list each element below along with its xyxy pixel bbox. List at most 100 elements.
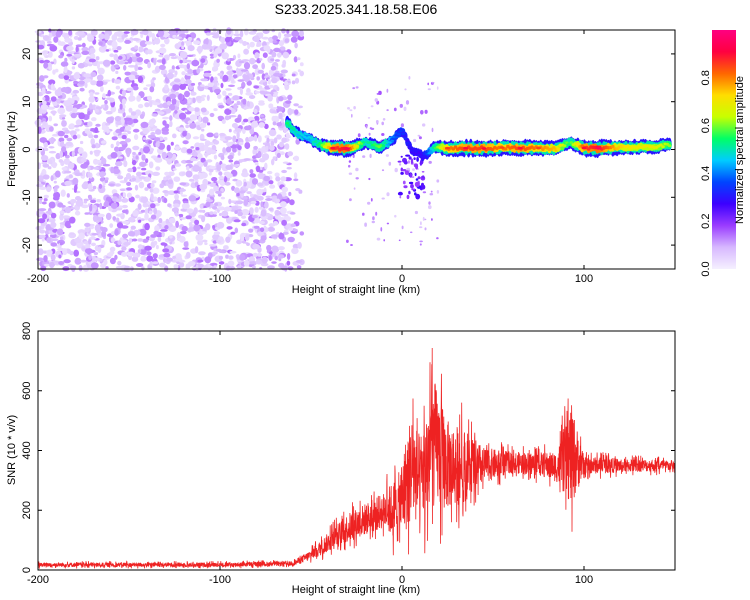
noise-cell [222,74,229,82]
noise-cell [81,151,88,159]
noise-cell [176,100,180,107]
noise-cell [63,75,70,81]
noise-cell [57,130,65,137]
noise-cell [273,72,281,77]
noise-cell [414,192,417,196]
noise-cell [194,219,200,225]
noise-cell [221,52,229,60]
noise-cell [292,228,298,232]
noise-cell [176,232,181,239]
noise-cell [271,51,277,58]
noise-cell [124,39,131,44]
noise-cell [64,220,71,228]
noise-cell [372,216,375,221]
noise-cell [60,205,66,208]
noise-cell [293,56,298,63]
noise-cell [97,213,105,218]
noise-cell [58,254,62,259]
noise-cell [119,140,127,145]
noise-cell [134,184,139,191]
noise-cell [213,185,219,192]
noise-cell [87,183,93,191]
noise-cell [191,151,198,157]
ridge-cell [381,144,386,147]
ridge-cell [569,141,574,144]
noise-cell [260,209,267,217]
x-tick-label: -200 [27,273,49,285]
noise-cell [132,37,140,41]
noise-cell [287,108,293,116]
y-tick-label: -10 [21,189,33,205]
noise-cell [43,95,50,102]
noise-cell [218,105,225,109]
noise-cell [286,132,290,138]
noise-cell [265,145,269,151]
noise-cell [149,187,154,193]
ridge-cell [407,146,412,148]
noise-cell [269,145,275,152]
noise-cell [421,171,425,173]
noise-cell [160,69,168,76]
noise-cell [213,211,218,215]
noise-cell [42,213,48,220]
noise-cell [172,133,177,139]
noise-cell [368,177,371,181]
noise-cell [280,265,288,271]
noise-cell [105,97,114,101]
noise-cell [80,259,88,263]
noise-cell [98,183,103,189]
noise-cell [72,134,78,140]
noise-cell [147,49,153,55]
noise-cell [74,128,80,132]
noise-cell [409,173,413,178]
noise-cell [246,242,250,246]
noise-cell [154,37,161,45]
noise-cell [61,167,68,171]
noise-cell [138,219,142,223]
noise-cell [39,199,43,204]
noise-cell [97,246,102,253]
noise-cell [261,256,268,264]
noise-cell [157,196,162,204]
noise-cell [147,134,156,139]
noise-cell [204,242,208,246]
noise-cell [65,141,73,147]
noise-cell [413,138,417,143]
noise-cell [199,204,204,209]
noise-cell [183,241,189,248]
noise-cell [37,146,43,150]
noise-cell [200,138,207,141]
noise-cell [87,63,93,67]
noise-cell [256,76,261,81]
noise-cell [223,175,228,183]
noise-cell [43,75,49,79]
noise-cell [268,207,274,211]
noise-cell [123,117,132,122]
noise-cell [424,227,427,231]
noise-cell [98,39,103,42]
noise-cell [84,212,90,215]
noise-cell [83,78,92,83]
noise-cell [132,151,136,156]
noise-cell [87,110,91,116]
noise-cell [406,194,410,200]
noise-cell [252,239,260,244]
noise-cell [174,70,178,76]
noise-cell [138,151,142,156]
noise-cell [188,227,195,232]
ridge-cell [659,143,663,147]
noise-cell [161,151,167,159]
noise-cell [292,243,299,249]
noise-cell [36,183,44,188]
noise-cell [233,187,240,194]
noise-cell [162,190,169,194]
noise-cell [144,222,150,231]
noise-cell [59,242,63,246]
noise-cell [380,227,383,232]
noise-cell [121,34,125,40]
noise-cell [209,112,215,118]
noise-cell [78,112,86,120]
noise-cell [168,69,176,74]
noise-cell [278,40,284,47]
noise-cell [99,261,103,264]
